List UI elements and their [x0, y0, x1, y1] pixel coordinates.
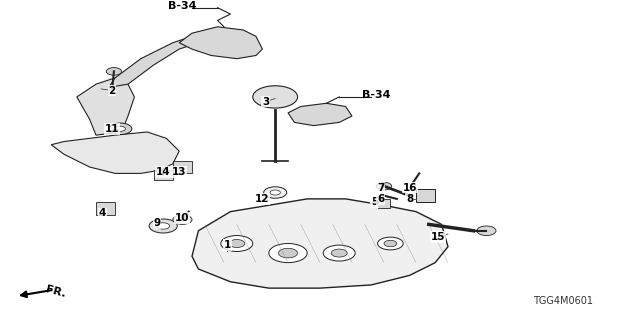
Text: 3: 3 [262, 97, 269, 107]
Text: 2: 2 [108, 85, 116, 96]
Circle shape [384, 240, 397, 247]
Circle shape [221, 236, 253, 252]
Polygon shape [96, 202, 115, 215]
Text: B-34: B-34 [362, 90, 390, 100]
Text: 11: 11 [105, 124, 119, 134]
Text: 16: 16 [403, 183, 417, 193]
Circle shape [270, 190, 280, 195]
Polygon shape [179, 27, 262, 59]
Text: 7: 7 [377, 183, 385, 193]
Circle shape [229, 240, 245, 247]
Text: 8: 8 [406, 194, 413, 204]
Circle shape [264, 187, 287, 198]
Circle shape [149, 219, 177, 233]
Circle shape [477, 226, 496, 236]
Circle shape [173, 215, 192, 224]
Circle shape [253, 86, 298, 108]
Text: 5: 5 [371, 197, 378, 207]
Text: 1: 1 [223, 240, 231, 250]
Circle shape [157, 223, 170, 229]
Polygon shape [173, 161, 192, 173]
Polygon shape [288, 103, 352, 125]
Text: 6: 6 [377, 194, 385, 204]
Polygon shape [416, 189, 435, 202]
Polygon shape [192, 199, 448, 288]
Text: 9: 9 [153, 218, 161, 228]
Circle shape [332, 249, 348, 257]
Polygon shape [77, 78, 134, 135]
Polygon shape [51, 132, 179, 173]
Text: 10: 10 [175, 213, 189, 223]
Circle shape [106, 68, 122, 75]
Text: B-34: B-34 [168, 1, 196, 11]
Polygon shape [154, 170, 173, 180]
Text: 13: 13 [172, 167, 186, 177]
Polygon shape [109, 36, 198, 87]
Text: TGG4M0601: TGG4M0601 [533, 296, 593, 306]
Circle shape [269, 244, 307, 263]
Polygon shape [378, 199, 390, 208]
Circle shape [323, 245, 355, 261]
Text: 14: 14 [156, 167, 170, 177]
Circle shape [278, 248, 298, 258]
Circle shape [376, 182, 392, 190]
Text: 15: 15 [431, 232, 445, 242]
Circle shape [378, 237, 403, 250]
Circle shape [109, 123, 132, 134]
Text: 12: 12 [255, 194, 269, 204]
Text: FR.: FR. [45, 284, 67, 299]
Circle shape [115, 126, 125, 131]
Text: 4: 4 [99, 208, 106, 218]
